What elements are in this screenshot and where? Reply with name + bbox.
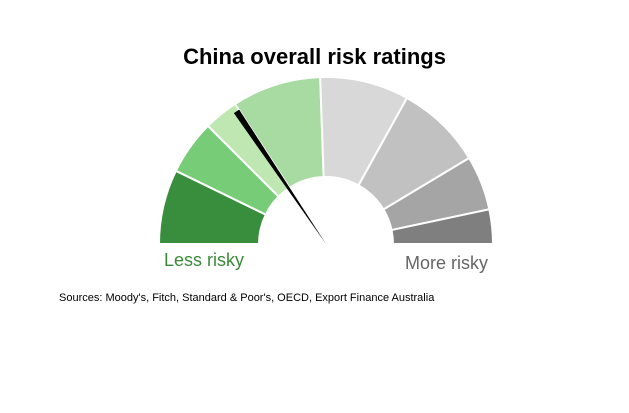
source-note: Sources: Moody's, Fitch, Standard & Poor… — [59, 292, 435, 304]
gauge-needle-group — [233, 109, 326, 244]
gauge-segments — [157, 76, 495, 245]
less-risky-label: Less risky — [164, 250, 245, 270]
gauge-needle — [233, 109, 326, 244]
more-risky-label: More risky — [405, 253, 489, 273]
gauge-segment-8 — [390, 208, 495, 245]
chart-title: China overall risk ratings — [183, 44, 446, 69]
